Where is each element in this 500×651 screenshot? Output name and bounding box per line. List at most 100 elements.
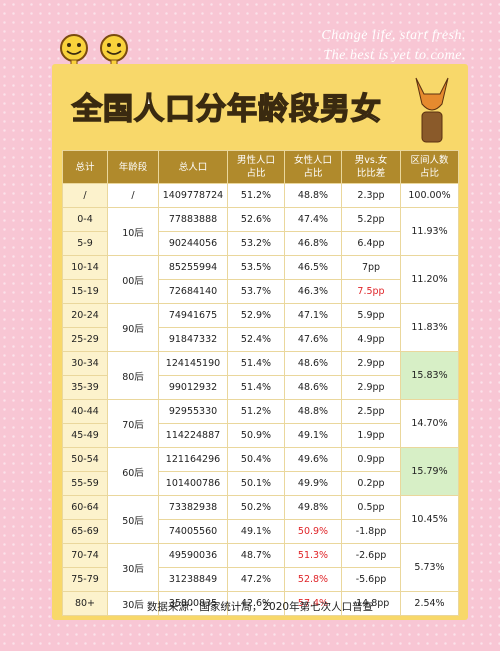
header-cell: 总人口 — [158, 150, 228, 184]
generation-cell: 30后 — [107, 591, 159, 616]
share-cell: 5.73% — [400, 543, 459, 592]
cell: 91847332 — [158, 327, 228, 352]
cell: 47.4% — [284, 207, 342, 232]
share-cell: 14.70% — [400, 399, 459, 448]
cell: 51.2% — [227, 399, 285, 424]
generation-cell: 90后 — [107, 303, 159, 352]
cell: 1.9pp — [341, 423, 401, 448]
cell: 6.4pp — [341, 231, 401, 256]
cell: 49.1% — [227, 519, 285, 544]
generation-cell: 10后 — [107, 207, 159, 256]
table-row: 25-29 91847332 52.4% 47.6% 4.9pp — [62, 327, 459, 352]
table-row: 0-4 10后 77883888 52.6% 47.4% 5.2pp 11.93% — [62, 207, 459, 256]
table-row: 45-49 114224887 50.9% 49.1% 1.9pp — [62, 423, 459, 448]
cell: 0.5pp — [341, 495, 401, 520]
table-row: 10-14 00后 85255994 53.5% 46.5% 7pp 11.20% — [62, 255, 459, 304]
title: 全国人口分年龄段男女比例 — [71, 91, 382, 192]
cell: 52.9% — [227, 303, 285, 328]
age-cell: 75-79 — [62, 567, 108, 592]
generation-cell: 60后 — [107, 447, 159, 496]
generation-cell: 70后 — [107, 399, 159, 448]
header-cell: 男性人口 占比 — [227, 150, 285, 184]
table-row: 65-69 74005560 49.1% 50.9% -1.8pp — [62, 519, 459, 544]
generation-cell: 50后 — [107, 495, 159, 544]
cell: 77883888 — [158, 207, 228, 232]
cell: 35800835 — [158, 591, 228, 616]
cell: 2.5pp — [341, 399, 401, 424]
cell: 5.9pp — [341, 303, 401, 328]
share-cell: 11.83% — [400, 303, 459, 352]
cell: 50.1% — [227, 471, 285, 496]
cell: 48.8% — [284, 399, 342, 424]
cell: 7pp — [341, 255, 401, 280]
age-cell: 40-44 — [62, 399, 108, 424]
cell: 99012932 — [158, 375, 228, 400]
cell: 48.6% — [284, 375, 342, 400]
cell: 50.4% — [227, 447, 285, 472]
age-cell: 60-64 — [62, 495, 108, 520]
share-cell: 11.93% — [400, 207, 459, 256]
age-cell: 20-24 — [62, 303, 108, 328]
cell: 101400786 — [158, 471, 228, 496]
age-cell: 5-9 — [62, 231, 108, 256]
data-table: 总计 年龄段 总人口 男性人口 占比 女性人口 占比 男vs.女 比比差 区间人数 占比 /… — [62, 150, 459, 616]
age-cell: 55-59 — [62, 471, 108, 496]
table-row: 5-9 90244056 53.2% 46.8% 6.4pp — [62, 231, 459, 256]
cell: 51.4% — [227, 375, 285, 400]
cell: 90244056 — [158, 231, 228, 256]
decor-text: Change life, start fresh. — [321, 28, 466, 43]
cell: 74941675 — [158, 303, 228, 328]
cell: 52.4% — [227, 327, 285, 352]
share-cell: 10.45% — [400, 495, 459, 544]
cell: 100.00% — [400, 183, 459, 208]
decor-text: The best is yet to come. — [323, 48, 466, 63]
cell: 31238849 — [158, 567, 228, 592]
cell: / — [62, 183, 108, 208]
cell: 47.6% — [284, 327, 342, 352]
age-cell: 0-4 — [62, 207, 108, 232]
cell: 48.8% — [284, 183, 342, 208]
cell: 51.2% — [227, 183, 285, 208]
table-row: 70-74 30后 49590036 48.7% 51.3% -2.6pp 5.73% — [62, 543, 459, 592]
table-row: 55-59 101400786 50.1% 49.9% 0.2pp — [62, 471, 459, 496]
age-cell: 35-39 — [62, 375, 108, 400]
cell: 114224887 — [158, 423, 228, 448]
age-cell: 45-49 — [62, 423, 108, 448]
table-row: 35-39 99012932 51.4% 48.6% 2.9pp — [62, 375, 459, 400]
cell: 72684140 — [158, 279, 228, 304]
table-row: 60-64 50后 73382938 50.2% 49.8% 0.5pp 10.45% — [62, 495, 459, 544]
generation-cell: 30后 — [107, 543, 159, 592]
cell: -5.6pp — [341, 567, 401, 592]
share-cell: 15.79% — [400, 447, 459, 496]
cell: 74005560 — [158, 519, 228, 544]
header-row: 总计 年龄段 总人口 男性人口 占比 女性人口 占比 男vs.女 比比差 区间人数 占比 — [62, 150, 459, 184]
age-cell: 25-29 — [62, 327, 108, 352]
cell: 50.9% — [284, 519, 342, 544]
cell: 7.5pp — [341, 279, 401, 304]
cell: 47.2% — [227, 567, 285, 592]
cell: -14.8pp — [341, 591, 401, 616]
cell: 49.6% — [284, 447, 342, 472]
fox-icon — [415, 77, 449, 143]
age-cell: 65-69 — [62, 519, 108, 544]
cell: 0.2pp — [341, 471, 401, 496]
table-row: 40-44 70后 92955330 51.2% 48.8% 2.5pp 14.70% — [62, 399, 459, 448]
total-row: //1409778724 51.2% 48.8% 2.3pp 100.00% — [62, 183, 459, 208]
header-cell: 区间人数 占比 — [400, 150, 459, 184]
generation-cell: 00后 — [107, 255, 159, 304]
header-cell: 年龄段 — [107, 150, 159, 184]
table-row: 20-24 90后 74941675 52.9% 47.1% 5.9pp 11.83% — [62, 303, 459, 352]
age-cell: 10-14 — [62, 255, 108, 280]
cell: 53.2% — [227, 231, 285, 256]
cell: -1.8pp — [341, 519, 401, 544]
cell: 52.8% — [284, 567, 342, 592]
cell: 53.5% — [227, 255, 285, 280]
table-row: 50-54 60后 121164296 50.4% 49.6% 0.9pp 15.79% — [62, 447, 459, 496]
footer: 数据来源：国家统计局，2020年第七次人口普查 — [146, 601, 374, 613]
cell: 85255994 — [158, 255, 228, 280]
table-row: 80+ 30后 35800835 42.6% 57.4% -14.8pp 2.54% — [62, 591, 459, 616]
cell: 48.7% — [227, 543, 285, 568]
cell: 124145190 — [158, 351, 228, 376]
